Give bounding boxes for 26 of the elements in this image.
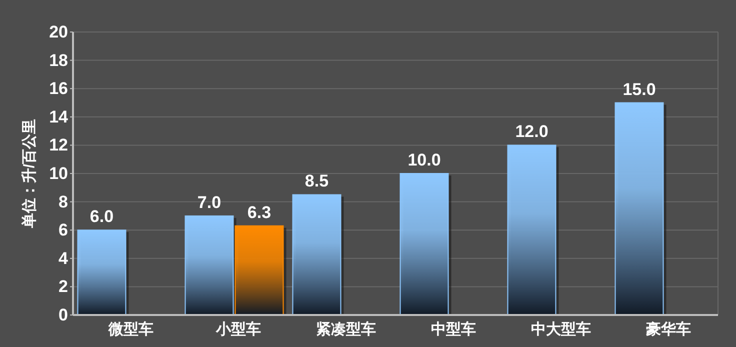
y-tick-label: 16 <box>49 79 68 98</box>
y-tick-label: 8 <box>58 192 68 212</box>
x-tick-label: 中大型车 <box>530 320 591 338</box>
y-tick-label: 2 <box>58 277 68 296</box>
x-tick-label: 紧凑型车 <box>316 320 376 338</box>
y-tick-label: 14 <box>49 107 69 126</box>
y-axis-title: 单位：升/百公里 <box>21 118 38 230</box>
x-tick-label: 小型车 <box>214 320 261 338</box>
y-tick-label: 12 <box>49 136 68 155</box>
data-label: 7.0 <box>197 192 222 212</box>
bar <box>184 215 234 316</box>
y-tick-label: 0 <box>58 306 68 324</box>
y-tick-label: 4 <box>58 248 69 268</box>
data-label: 10.0 <box>408 150 441 170</box>
data-label: 6.3 <box>247 202 272 222</box>
data-label: 6.0 <box>90 207 114 226</box>
y-tick-label: 10 <box>49 164 68 183</box>
y-tick-label: 6 <box>58 220 68 240</box>
data-label: 12.0 <box>515 122 548 142</box>
x-tick-label: 中型车 <box>430 320 476 338</box>
data-label: 8.5 <box>304 172 329 191</box>
data-label: 15.0 <box>622 80 656 99</box>
y-tick-label: 18 <box>49 50 68 70</box>
x-tick-label: 微型车 <box>107 320 154 338</box>
x-tick-label: 豪华车 <box>644 320 691 338</box>
y-tick-label: 20 <box>49 22 68 42</box>
